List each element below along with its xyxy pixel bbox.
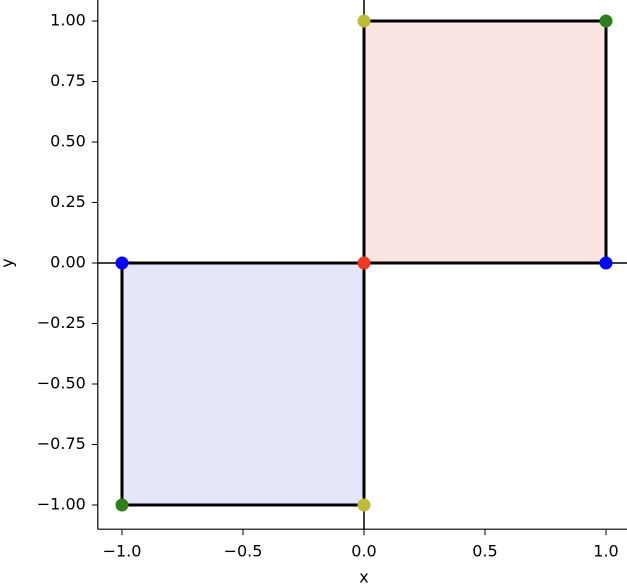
x-tick-label: −0.5	[224, 542, 263, 561]
x-tick-label: 0.5	[472, 542, 497, 561]
y-tick-label: 0.50	[50, 132, 86, 151]
y-tick-label: −0.75	[37, 434, 86, 453]
point	[115, 256, 129, 270]
point	[599, 14, 613, 28]
y-tick-label: −0.25	[37, 313, 86, 332]
point	[115, 498, 129, 512]
point	[357, 14, 371, 28]
x-tick-label: 1.0	[593, 542, 618, 561]
point	[357, 256, 371, 270]
x-axis-label: x	[359, 568, 368, 586]
y-tick-label: 1.00	[50, 11, 86, 30]
x-tick-label: −1.0	[103, 542, 142, 561]
y-tick-label: 0.00	[50, 253, 86, 272]
y-tick-label: 0.25	[50, 192, 86, 211]
y-tick-label: 0.75	[50, 71, 86, 90]
point	[357, 498, 371, 512]
square	[120, 261, 366, 507]
y-tick-label: −0.50	[37, 374, 86, 393]
y-axis-label: y	[0, 258, 17, 267]
x-tick-label: 0.0	[351, 542, 376, 561]
y-tick-label: −1.00	[37, 495, 86, 514]
square	[362, 19, 608, 265]
point	[599, 256, 613, 270]
